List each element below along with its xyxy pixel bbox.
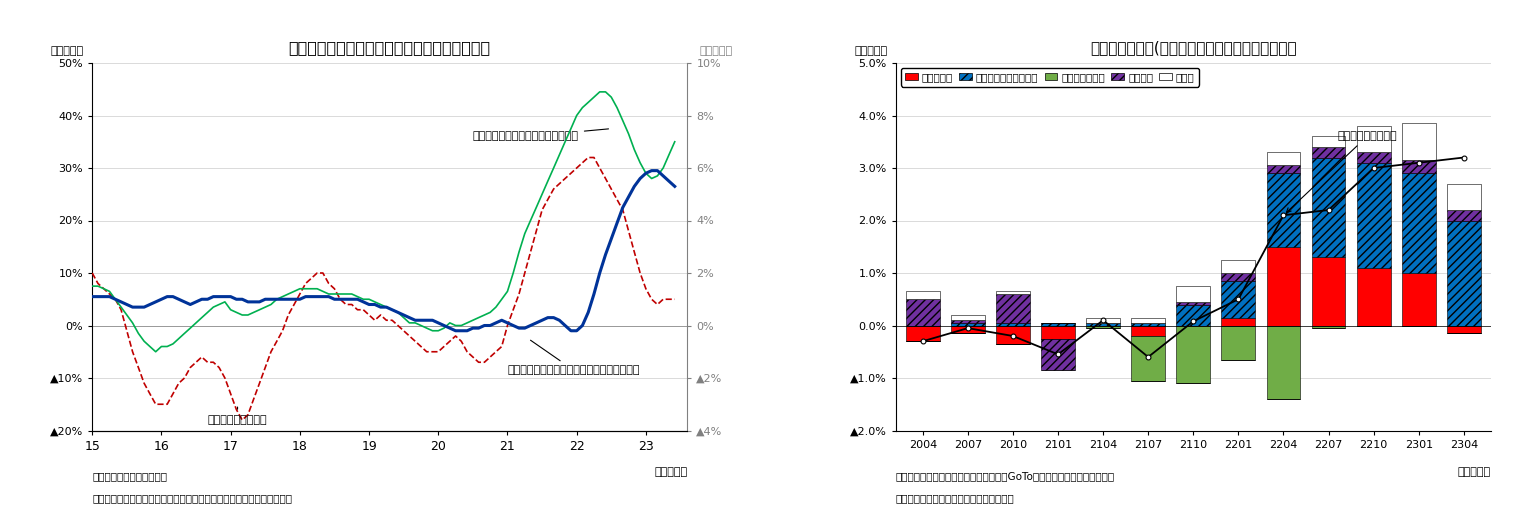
Bar bbox=[1311, 136, 1345, 147]
Bar bbox=[996, 294, 1030, 323]
Bar bbox=[1176, 304, 1210, 326]
Bar bbox=[1087, 318, 1120, 323]
Bar bbox=[1311, 257, 1345, 326]
Title: 消費者物価指数(生鮮食品除く、全国）の要因分解: 消費者物価指数(生鮮食品除く、全国）の要因分解 bbox=[1090, 40, 1297, 55]
Text: （注）消費税の影響を除く: （注）消費税の影響を除く bbox=[92, 471, 168, 481]
Bar bbox=[1266, 165, 1300, 173]
Text: 生鮮食品を除く総合: 生鮮食品を除く総合 bbox=[1286, 131, 1397, 213]
Bar bbox=[1357, 268, 1391, 326]
Bar bbox=[1041, 339, 1074, 370]
Bar bbox=[951, 326, 985, 333]
Bar bbox=[1357, 152, 1391, 163]
Text: （年・月）: （年・月） bbox=[1457, 467, 1491, 477]
Bar bbox=[1041, 323, 1074, 326]
Text: （資料）総務省統計局「消費者物価指数」: （資料）総務省統計局「消費者物価指数」 bbox=[896, 493, 1014, 503]
Bar bbox=[1222, 281, 1256, 318]
Bar bbox=[1131, 318, 1165, 323]
Bar bbox=[1266, 173, 1300, 247]
Text: （前年比）: （前年比） bbox=[699, 46, 733, 56]
Bar bbox=[996, 291, 1030, 294]
Bar bbox=[1041, 326, 1074, 339]
Text: 飲食料品・輸入物価: 飲食料品・輸入物価 bbox=[207, 407, 267, 425]
Bar bbox=[1446, 210, 1480, 220]
Text: （年・月）: （年・月） bbox=[655, 467, 687, 477]
Bar bbox=[996, 323, 1030, 326]
Bar bbox=[1402, 123, 1436, 160]
Bar bbox=[1176, 326, 1210, 383]
Bar bbox=[1357, 163, 1391, 268]
Text: 生鮮食品を除く食料・消費者物価（右目盛）: 生鮮食品を除く食料・消費者物価（右目盛） bbox=[507, 340, 639, 375]
Bar bbox=[1311, 147, 1345, 157]
Bar bbox=[1446, 220, 1480, 326]
Bar bbox=[1402, 160, 1436, 173]
Bar bbox=[1087, 326, 1120, 328]
Bar bbox=[1176, 286, 1210, 302]
Bar bbox=[1131, 323, 1165, 326]
Bar bbox=[1087, 323, 1120, 326]
Text: 飲食料品・国内企業物価（右目盛）: 飲食料品・国内企業物価（右目盛） bbox=[473, 129, 609, 142]
Bar bbox=[951, 320, 985, 323]
Text: （前年比）: （前年比） bbox=[51, 46, 83, 56]
Bar bbox=[1222, 326, 1256, 360]
Text: （資料）日本銀行「企業物価指数」、総務省統計局「消費者物価指数」: （資料）日本銀行「企業物価指数」、総務省統計局「消費者物価指数」 bbox=[92, 493, 292, 503]
Bar bbox=[951, 315, 985, 320]
Bar bbox=[1131, 326, 1165, 336]
Bar bbox=[1311, 158, 1345, 257]
Bar bbox=[1222, 273, 1256, 281]
Bar bbox=[1311, 326, 1345, 328]
Bar bbox=[1222, 260, 1256, 273]
Bar bbox=[1131, 336, 1165, 381]
Bar bbox=[1222, 318, 1256, 326]
Title: 食料品の輸入物価、国内企業物価、消費者物価: 食料品の輸入物価、国内企業物価、消費者物価 bbox=[289, 40, 490, 55]
Bar bbox=[1176, 302, 1210, 304]
Bar bbox=[1446, 326, 1480, 333]
Bar bbox=[1266, 326, 1300, 399]
Bar bbox=[1357, 126, 1391, 152]
Bar bbox=[1266, 247, 1300, 326]
Bar bbox=[996, 326, 1030, 344]
Bar bbox=[905, 291, 939, 299]
Bar bbox=[1402, 273, 1436, 326]
Text: （前年比）: （前年比） bbox=[855, 46, 887, 56]
Bar bbox=[1402, 173, 1436, 273]
Bar bbox=[905, 299, 939, 326]
Bar bbox=[1266, 152, 1300, 165]
Bar bbox=[951, 323, 985, 326]
Bar bbox=[905, 326, 939, 341]
Text: （注）制度要因は消費税、教育無償化、GoToトラベル事業、全国旅行支援: （注）制度要因は消費税、教育無償化、GoToトラベル事業、全国旅行支援 bbox=[896, 471, 1114, 481]
Bar bbox=[1446, 184, 1480, 210]
Legend: エネルギー, 食料（生鮮食品除く）, 携帯電話通信料, 制度要因, その他: エネルギー, 食料（生鮮食品除く）, 携帯電話通信料, 制度要因, その他 bbox=[901, 68, 1199, 87]
